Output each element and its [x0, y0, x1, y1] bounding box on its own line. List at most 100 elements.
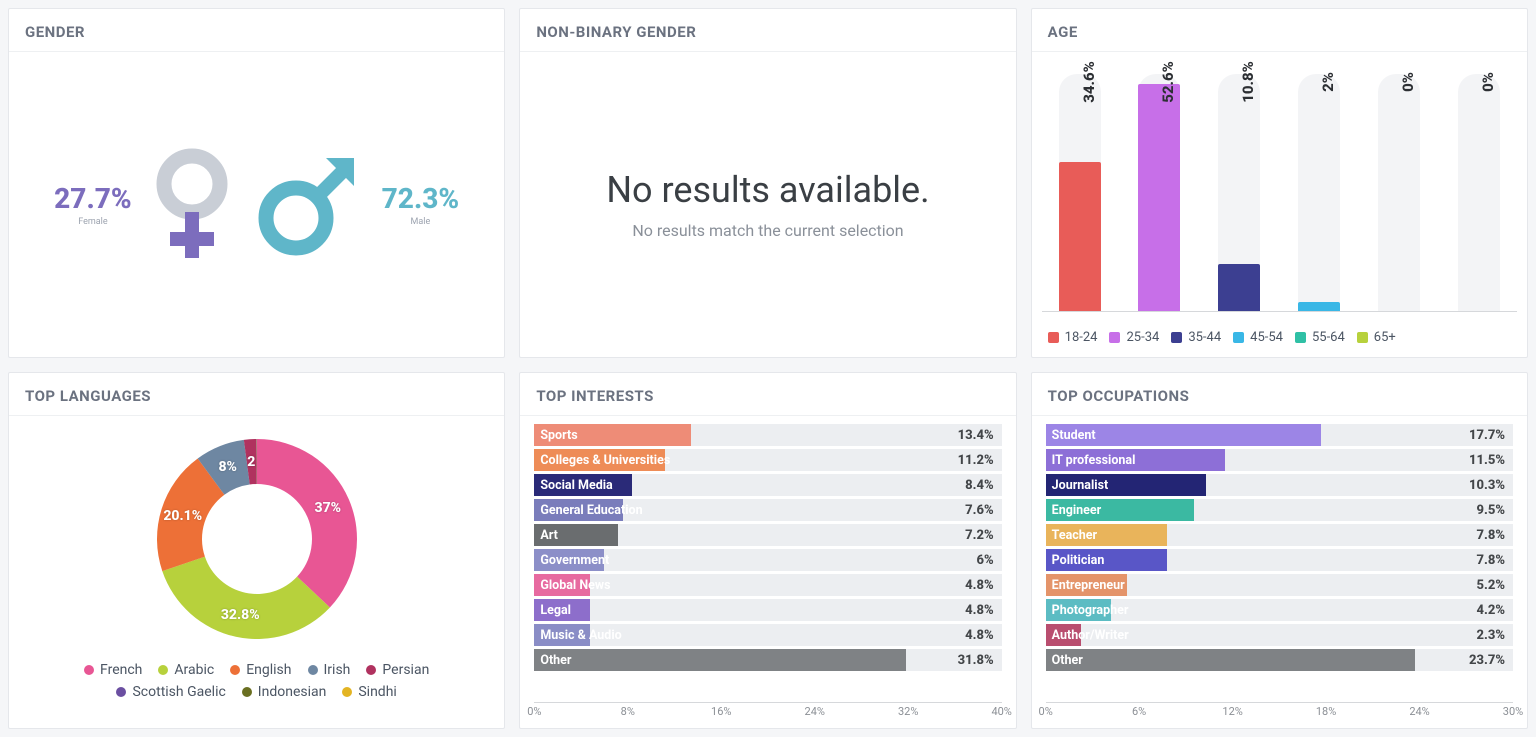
interests-label: Legal: [534, 603, 571, 618]
interests-label: Global News: [534, 578, 610, 593]
age-title: AGE: [1032, 9, 1527, 52]
age-plot: 34.6%52.6%10.8%2%0%0%: [1042, 74, 1517, 312]
age-bar-label: 0%: [1399, 72, 1417, 92]
gender-female-pct: 27.7%: [54, 182, 132, 215]
age-bar-label: 0%: [1479, 72, 1497, 92]
age-card: AGE 34.6%52.6%10.8%2%0%0% 18-2425-3435-4…: [1031, 8, 1528, 358]
interests-rows: Sports 13.4% Colleges & Universities 11.2% S…: [534, 424, 1001, 700]
interests-label: Sports: [534, 428, 577, 443]
age-bar-label: 10.8%: [1239, 61, 1257, 103]
interests-row: Music & Audio4.8%: [534, 624, 1001, 646]
gender-card: GENDER 27.7% Female: [8, 8, 505, 358]
interests-value: 4.8%: [965, 628, 993, 643]
languages-legend-item: Irish: [308, 662, 351, 678]
occupations-label: Politician: [1046, 553, 1105, 568]
occupations-value: 9.5%: [1477, 503, 1505, 518]
occupations-tick: 24%: [1409, 705, 1429, 718]
age-legend-item: 45-54: [1233, 330, 1283, 345]
occupations-label: Entrepreneur: [1046, 578, 1125, 593]
interests-value: 11.2%: [958, 453, 994, 468]
noresults-heading: No results available.: [606, 169, 929, 211]
interests-value: 7.2%: [965, 528, 993, 543]
occupations-value: 2.3%: [1477, 628, 1505, 643]
nonbinary-body: No results available. No results match t…: [520, 52, 1015, 357]
languages-legend-item: Arabic: [158, 662, 214, 678]
interests-label: General Education: [534, 503, 642, 518]
occupations-label: IT professional: [1046, 453, 1136, 468]
interests-value: 4.8%: [965, 578, 993, 593]
occupations-row: Entrepreneur 5.2%: [1046, 574, 1513, 596]
donut-slice-label: 2: [247, 454, 255, 470]
occupations-label: Journalist: [1046, 478, 1109, 493]
age-column: 34.6%: [1046, 74, 1114, 311]
occupations-value: 11.5%: [1469, 453, 1505, 468]
interests-label: Social Media: [534, 478, 612, 493]
donut-slice-label: 8%: [218, 459, 236, 475]
interests-value: 7.6%: [965, 503, 993, 518]
languages-body: 37%32.8%20.1%8%2 FrenchArabicEnglishIris…: [9, 416, 504, 728]
occupations-axis: 0%6%12%18%24%30%: [1046, 702, 1513, 722]
interests-row: Legal 4.8%: [534, 599, 1001, 621]
occupations-label: Student: [1046, 428, 1096, 443]
gender-male-label: Male: [382, 217, 460, 227]
occupations-label: Other: [1046, 653, 1083, 668]
gender-male-pct: 72.3%: [382, 182, 460, 215]
age-bar: [1059, 162, 1101, 311]
age-legend-item: 18-24: [1048, 330, 1098, 345]
interests-tick: 32%: [898, 705, 918, 718]
donut-slice-label: 37%: [315, 500, 342, 516]
age-legend-item: 35-44: [1171, 330, 1221, 345]
interests-axis: 0%8%16%24%32%40%: [534, 702, 1001, 722]
occupations-label: Author/Writer: [1046, 628, 1129, 643]
donut-slice: [257, 439, 357, 607]
interests-value: 4.8%: [965, 603, 993, 618]
interests-title: TOP INTERESTS: [520, 373, 1015, 416]
occupations-value: 7.8%: [1477, 528, 1505, 543]
nonbinary-card: NON-BINARY GENDER No results available. …: [519, 8, 1016, 358]
interests-value: 13.4%: [958, 428, 994, 443]
occupations-label: Photographer: [1046, 603, 1129, 618]
occupations-label: Teacher: [1046, 528, 1097, 543]
age-legend-item: 65+: [1357, 330, 1396, 345]
occupations-value: 10.3%: [1469, 478, 1505, 493]
interests-card: TOP INTERESTS Sports 13.4% Colleges & Univ…: [519, 372, 1016, 729]
occupations-tick: 18%: [1316, 705, 1336, 718]
age-legend: 18-2425-3435-4445-5455-6465+: [1042, 326, 1517, 349]
interests-row: Government6%: [534, 549, 1001, 571]
age-bar: [1138, 84, 1180, 311]
donut-slice-label: 20.1%: [163, 508, 202, 524]
age-bar-label: 34.6%: [1080, 61, 1098, 103]
languages-title: TOP LANGUAGES: [9, 373, 504, 416]
interests-tick: 24%: [805, 705, 825, 718]
interests-label: Colleges & Universities: [534, 453, 670, 468]
languages-legend: FrenchArabicEnglishIrishPersianScottish …: [47, 662, 467, 700]
interests-value: 31.8%: [958, 653, 994, 668]
age-bar-label: 2%: [1319, 72, 1337, 92]
interests-value: 6%: [977, 553, 994, 568]
occupations-tick: 30%: [1503, 705, 1523, 718]
occupations-value: 4.2%: [1477, 603, 1505, 618]
interests-row: Other31.8%: [534, 649, 1001, 671]
age-bar-label: 52.6%: [1159, 61, 1177, 103]
occupations-row: Politician7.8%: [1046, 549, 1513, 571]
female-icon: [152, 140, 232, 270]
occupations-row: Author/Writer 2.3%: [1046, 624, 1513, 646]
languages-legend-item: English: [230, 662, 291, 678]
occupations-row: Other23.7%: [1046, 649, 1513, 671]
occupations-label: Engineer: [1046, 503, 1102, 518]
male-icon: [252, 140, 362, 270]
occupations-row: Teacher 7.8%: [1046, 524, 1513, 546]
interests-label: Art: [534, 528, 558, 543]
occupations-value: 5.2%: [1477, 578, 1505, 593]
interests-tick: 16%: [711, 705, 731, 718]
age-column: 0%: [1445, 74, 1513, 311]
gender-female-label: Female: [54, 217, 132, 227]
occupations-row: IT professional 11.5%: [1046, 449, 1513, 471]
occupations-bar: [1046, 649, 1415, 671]
interests-tick: 0%: [527, 705, 541, 718]
interests-row: Sports 13.4%: [534, 424, 1001, 446]
age-column: 2%: [1285, 74, 1353, 311]
languages-legend-item: Indonesian: [242, 684, 327, 700]
occupations-row: Journalist 10.3%: [1046, 474, 1513, 496]
age-column: 0%: [1365, 74, 1433, 311]
